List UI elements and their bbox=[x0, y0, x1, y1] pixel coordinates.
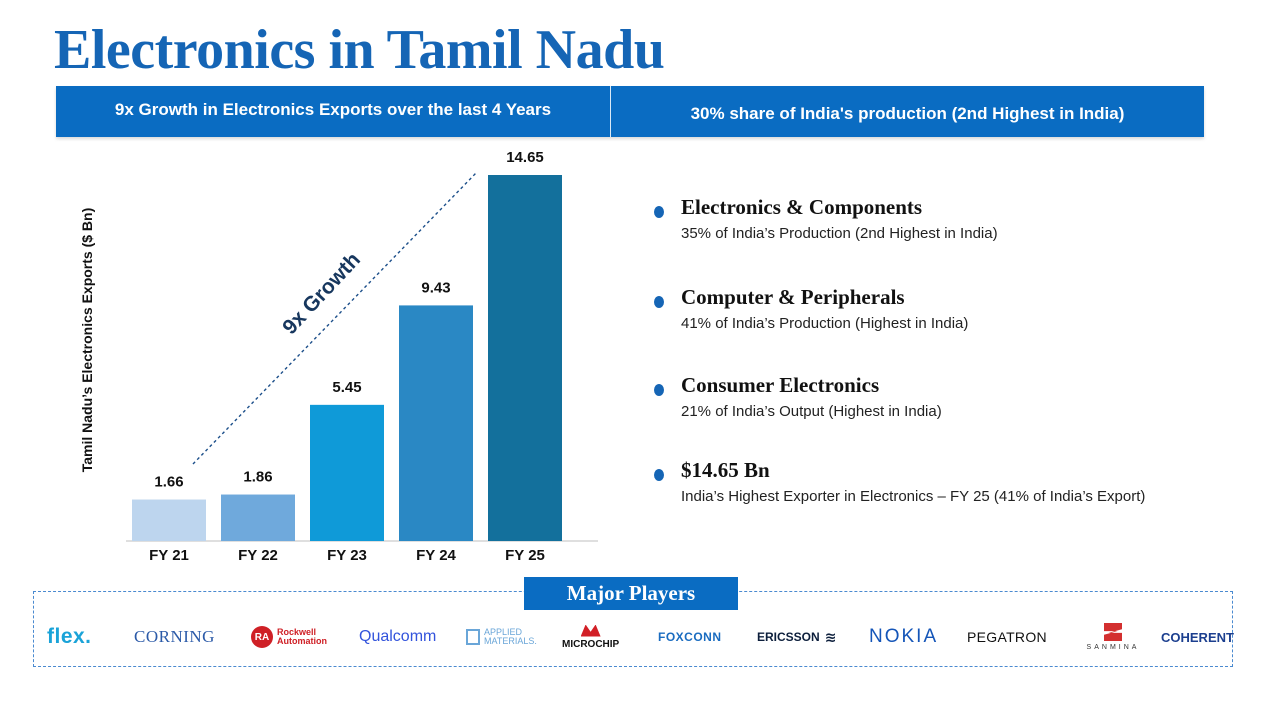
highlight-title: Consumer Electronics bbox=[681, 373, 880, 397]
sanmina-icon bbox=[1104, 623, 1122, 641]
bar-fy-24 bbox=[399, 305, 473, 541]
highlight-desc: 41% of India’s Production (Highest in In… bbox=[681, 315, 969, 332]
banner-divider bbox=[610, 86, 611, 137]
y-axis-label: Tamil Nadu’s Electronics Exports ($ Bn) bbox=[79, 207, 95, 473]
highlight-desc: 35% of India’s Production (2nd Highest i… bbox=[681, 225, 998, 242]
bar-fy-21 bbox=[132, 499, 206, 541]
bar-fy-23 bbox=[310, 404, 384, 541]
ericsson-icon: ≋ bbox=[824, 628, 837, 645]
bullet-icon bbox=[654, 206, 664, 218]
microchip-logo: MICROCHIP bbox=[562, 620, 619, 654]
sanmina-wordmark: SANMINA bbox=[1086, 644, 1140, 651]
flex-logo: flex. bbox=[47, 625, 92, 648]
highlight-title: $14.65 Bn bbox=[681, 458, 770, 482]
applied-materials-icon bbox=[466, 629, 480, 645]
coherent-logo: COHERENT bbox=[1161, 629, 1234, 645]
corning-logo: CORNING bbox=[134, 627, 215, 646]
x-tick-label: FY 23 bbox=[327, 547, 367, 564]
bar-fy-22 bbox=[221, 494, 295, 541]
headline-banner: 9x Growth in Electronics Exports over th… bbox=[56, 86, 1204, 137]
highlight-title: Electronics & Components bbox=[681, 195, 923, 219]
rockwell-automation-logo: RA Rockwell Automation bbox=[251, 620, 327, 654]
highlight-title: Computer & Peripherals bbox=[681, 285, 905, 309]
qualcomm-logo: Qualcomm bbox=[359, 628, 437, 645]
applied-materials-logo: APPLIED MATERIALS. bbox=[466, 620, 537, 654]
pegatron-logo: PEGATRON bbox=[967, 629, 1047, 645]
x-tick-label: FY 24 bbox=[416, 547, 456, 564]
highlight-desc: India’s Highest Exporter in Electronics … bbox=[681, 488, 1146, 505]
bar-value-label: 5.45 bbox=[332, 379, 361, 396]
page-title: Electronics in Tamil Nadu bbox=[54, 19, 665, 81]
x-tick-label: FY 21 bbox=[149, 547, 189, 564]
rockwell-wordmark: Rockwell Automation bbox=[277, 627, 327, 646]
bullet-icon bbox=[654, 296, 664, 308]
nokia-logo: NOKIA bbox=[869, 626, 939, 647]
bar-value-label: 9.43 bbox=[421, 279, 450, 296]
sanmina-logo: SANMINA bbox=[1075, 620, 1151, 654]
bar-fy-25 bbox=[488, 175, 562, 541]
bullet-icon bbox=[654, 469, 664, 481]
microchip-icon bbox=[580, 624, 601, 637]
rockwell-icon: RA bbox=[251, 626, 273, 648]
x-tick-label: FY 25 bbox=[505, 547, 545, 564]
major-players-title: Major Players bbox=[524, 577, 738, 610]
applied-materials-wordmark: APPLIED MATERIALS. bbox=[484, 627, 537, 646]
bar-value-label: 1.86 bbox=[243, 469, 272, 486]
banner-share-text: 30% share of India's production (2nd Hig… bbox=[690, 103, 1125, 123]
ericsson-wordmark: ERICSSON bbox=[757, 630, 820, 644]
microchip-wordmark: MICROCHIP bbox=[562, 638, 620, 650]
bar-value-label: 1.66 bbox=[154, 474, 183, 491]
growth-trend-line bbox=[192, 171, 478, 465]
bullet-icon bbox=[654, 384, 664, 396]
foxconn-logo: FOXCONN bbox=[658, 630, 722, 644]
bar-value-label: 14.65 bbox=[506, 149, 544, 166]
exports-bar-chart: 1.66 1.86 5.45 9.43 14.65 FY 21 FY 22 FY 23 FY … bbox=[126, 149, 598, 564]
highlight-desc: 21% of India’s Output (Highest in India) bbox=[681, 403, 942, 420]
ericsson-logo: ERICSSON ≋ bbox=[757, 620, 836, 654]
banner-growth-text: 9x Growth in Electronics Exports over th… bbox=[114, 99, 552, 119]
x-tick-label: FY 22 bbox=[238, 547, 278, 564]
